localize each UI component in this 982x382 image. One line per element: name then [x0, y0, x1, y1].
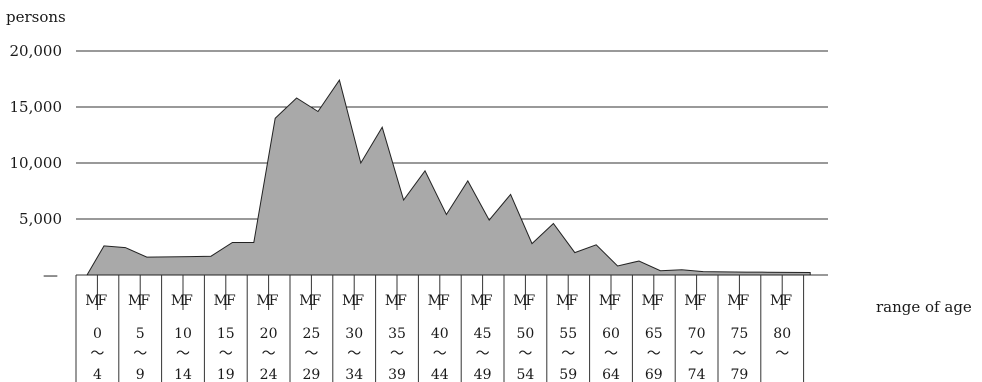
age-end-7: 39: [388, 367, 406, 382]
population-area: [86, 78, 811, 276]
sex-label-m-4: M: [256, 293, 270, 309]
sex-label-m-14: M: [684, 293, 698, 309]
y-tick-label-0: 20,000: [10, 42, 63, 60]
age-end-6: 34: [345, 367, 363, 382]
age-start-11: 55: [559, 326, 577, 342]
age-end-15: 79: [730, 367, 748, 382]
age-start-3: 15: [217, 326, 235, 342]
age-end-5: 29: [302, 367, 320, 382]
age-end-14: 74: [688, 367, 706, 382]
sex-label-f-9: F: [483, 293, 493, 309]
sex-label-f-6: F: [354, 293, 364, 309]
y-tick-label-3: 5,000: [19, 210, 62, 228]
age-tilde-13: 〜: [647, 346, 661, 362]
sex-label-m-3: M: [214, 293, 228, 309]
x-axis-title: range of age: [876, 298, 972, 316]
sex-label-m-16: M: [770, 293, 784, 309]
age-end-9: 49: [474, 367, 492, 382]
sex-label-m-5: M: [299, 293, 313, 309]
sex-label-m-7: M: [385, 293, 399, 309]
sex-label-f-7: F: [397, 293, 407, 309]
sex-label-m-13: M: [642, 293, 656, 309]
age-start-7: 35: [388, 326, 406, 342]
sex-label-f-4: F: [269, 293, 279, 309]
age-end-3: 19: [217, 367, 235, 382]
sex-label-m-10: M: [513, 293, 527, 309]
age-start-0: 0: [93, 326, 102, 342]
y-axis-unit-label: persons: [6, 8, 66, 26]
age-end-12: 64: [602, 367, 620, 382]
age-tilde-2: 〜: [176, 346, 190, 362]
age-tilde-11: 〜: [561, 346, 575, 362]
sex-label-m-0: M: [85, 293, 99, 309]
sex-label-f-11: F: [568, 293, 578, 309]
age-tilde-6: 〜: [347, 346, 361, 362]
sex-label-m-12: M: [599, 293, 613, 309]
age-start-9: 45: [474, 326, 492, 342]
age-start-10: 50: [516, 326, 534, 342]
sex-label-m-8: M: [428, 293, 442, 309]
sex-label-f-8: F: [440, 293, 450, 309]
age-end-2: 14: [174, 367, 192, 382]
age-tilde-15: 〜: [732, 346, 746, 362]
age-tilde-4: 〜: [262, 346, 276, 362]
age-start-16: 80: [773, 326, 791, 342]
age-tilde-8: 〜: [433, 346, 447, 362]
age-start-5: 25: [302, 326, 320, 342]
sex-label-m-1: M: [128, 293, 142, 309]
age-start-6: 30: [345, 326, 363, 342]
sex-label-f-12: F: [611, 293, 621, 309]
age-start-15: 75: [730, 326, 748, 342]
sex-label-f-15: F: [740, 293, 750, 309]
age-end-13: 69: [645, 367, 663, 382]
age-tilde-16: 〜: [775, 346, 789, 362]
age-tilde-5: 〜: [304, 346, 318, 362]
age-tilde-7: 〜: [390, 346, 404, 362]
age-tilde-12: 〜: [604, 346, 618, 362]
age-end-10: 54: [516, 367, 534, 382]
age-start-14: 70: [688, 326, 706, 342]
age-end-11: 59: [559, 367, 577, 382]
age-start-13: 65: [645, 326, 663, 342]
sex-label-m-9: M: [470, 293, 484, 309]
age-tilde-3: 〜: [219, 346, 233, 362]
age-tilde-9: 〜: [476, 346, 490, 362]
y-tick-label-4: —: [43, 266, 58, 284]
age-start-2: 10: [174, 326, 192, 342]
age-tilde-10: 〜: [518, 346, 532, 362]
age-tilde-0: 〜: [90, 346, 104, 362]
sex-label-f-5: F: [312, 293, 322, 309]
sex-label-m-15: M: [727, 293, 741, 309]
age-start-4: 20: [260, 326, 278, 342]
sex-label-f-16: F: [782, 293, 792, 309]
sex-label-f-3: F: [226, 293, 236, 309]
age-end-4: 24: [260, 367, 278, 382]
age-tilde-1: 〜: [133, 346, 147, 362]
sex-label-f-1: F: [140, 293, 150, 309]
age-end-0: 4: [93, 367, 102, 382]
y-tick-label-2: 10,000: [10, 154, 63, 172]
sex-label-f-2: F: [183, 293, 193, 309]
sex-label-f-14: F: [697, 293, 707, 309]
y-tick-label-1: 15,000: [10, 98, 63, 116]
sex-label-m-6: M: [342, 293, 356, 309]
age-end-8: 44: [431, 367, 449, 382]
sex-label-m-11: M: [556, 293, 570, 309]
age-start-12: 60: [602, 326, 620, 342]
sex-label-f-10: F: [526, 293, 536, 309]
age-end-1: 9: [136, 367, 145, 382]
sex-label-m-2: M: [171, 293, 185, 309]
age-tilde-14: 〜: [690, 346, 704, 362]
sex-label-f-13: F: [654, 293, 664, 309]
age-start-1: 5: [136, 326, 145, 342]
sex-label-f-0: F: [98, 293, 108, 309]
age-start-8: 40: [431, 326, 449, 342]
